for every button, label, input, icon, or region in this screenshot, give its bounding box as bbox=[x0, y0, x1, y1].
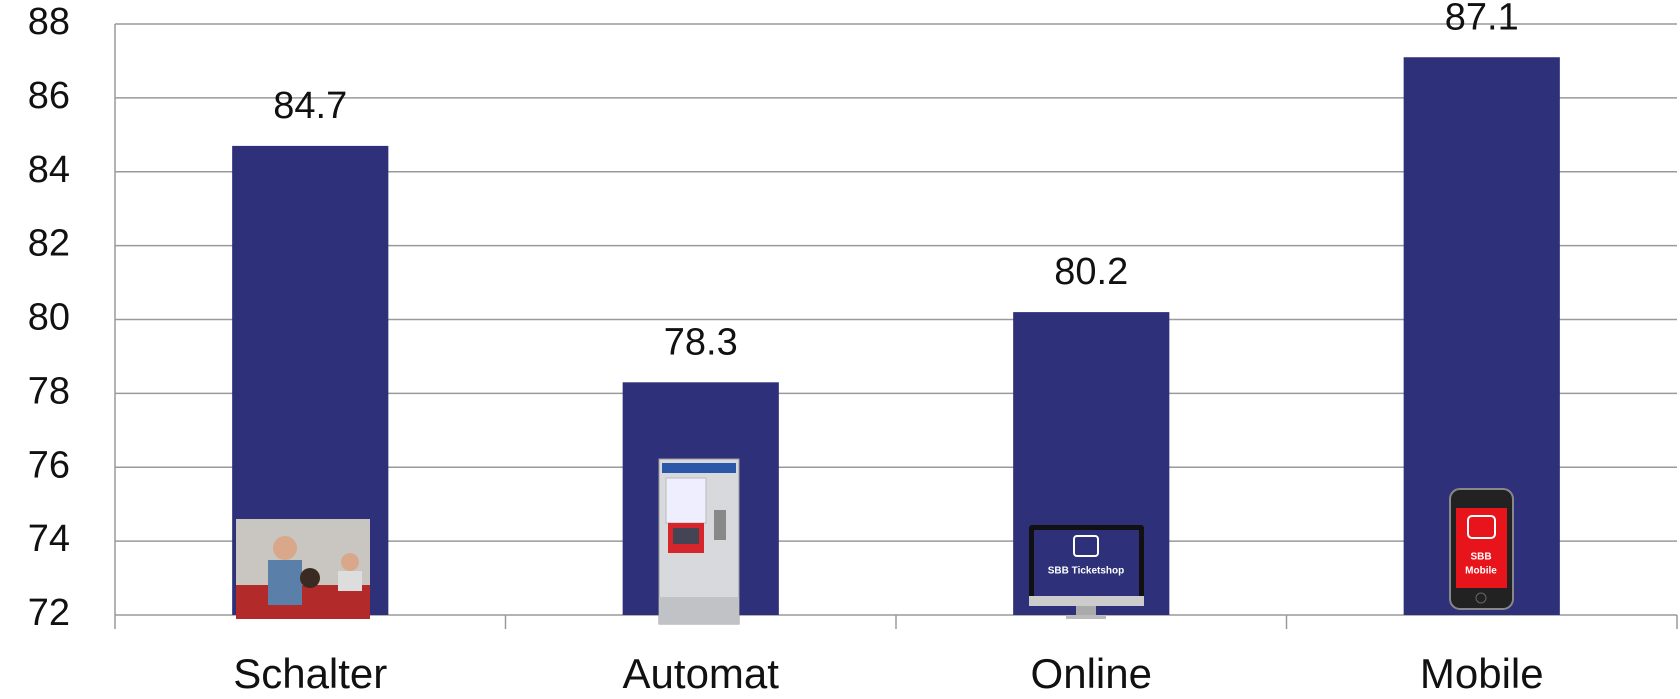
phone: SBB Mobile bbox=[1450, 489, 1513, 609]
counter-photo bbox=[236, 519, 370, 619]
value-label: 80.2 bbox=[1054, 251, 1128, 293]
icon-label: SBB Ticketshop bbox=[1048, 566, 1125, 577]
value-label: 84.7 bbox=[273, 85, 347, 127]
y-tick-label: 86 bbox=[28, 75, 70, 117]
value-label: 87.1 bbox=[1445, 0, 1519, 38]
value-label: 78.3 bbox=[664, 321, 738, 363]
icon-label: SBB bbox=[1470, 552, 1491, 563]
x-tick-label: Schalter bbox=[233, 650, 387, 697]
bars bbox=[232, 57, 1560, 615]
y-tick-label: 84 bbox=[28, 149, 70, 191]
y-tick-label: 76 bbox=[28, 444, 70, 486]
x-tick-label: Online bbox=[1031, 650, 1152, 697]
x-tick-label: Automat bbox=[623, 650, 780, 697]
y-tick-label: 80 bbox=[28, 297, 70, 339]
y-tick-label: 78 bbox=[28, 370, 70, 412]
y-tick-label: 74 bbox=[28, 518, 70, 560]
x-tick-label: Mobile bbox=[1420, 650, 1544, 697]
y-tick-label: 72 bbox=[28, 592, 70, 634]
y-tick-label: 88 bbox=[28, 1, 70, 43]
ticket-machine bbox=[659, 459, 739, 624]
icon-label: Mobile bbox=[1465, 566, 1497, 577]
monitor: SBB Ticketshop bbox=[1029, 525, 1144, 619]
chart: SBB Ticketshop SBB Mobile 72 74 76 78 80 82 84… bbox=[0, 0, 1680, 699]
y-tick-label: 82 bbox=[28, 223, 70, 265]
